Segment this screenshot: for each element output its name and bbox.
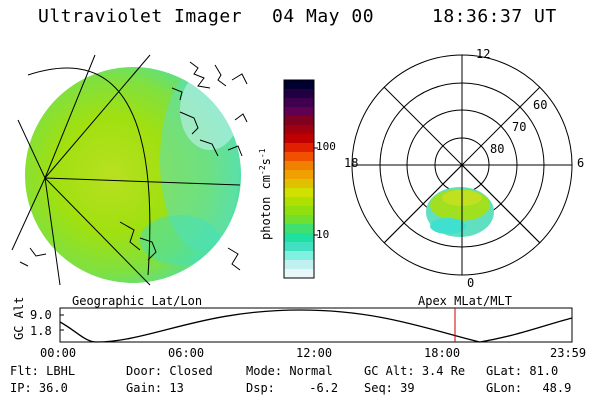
colorbar-swatch	[284, 224, 314, 234]
colorbar-swatch	[284, 269, 314, 279]
lat-label-60: 60	[533, 98, 548, 112]
colorbar-swatch	[284, 161, 314, 171]
info-ip: IP: 36.0	[10, 381, 68, 395]
colorbar-swatch	[284, 197, 314, 207]
mlt-label-0: 0	[467, 276, 475, 290]
x-tick-1800: 18:00	[424, 346, 461, 360]
colorbar-swatch	[284, 143, 314, 153]
mlt-label-18: 18	[344, 156, 359, 170]
colorbar-tick-10: 10	[316, 228, 330, 241]
colorbar-swatch	[284, 152, 314, 162]
colorbar-swatch	[284, 89, 314, 99]
geographic-caption: Geographic Lat/Lon	[72, 294, 203, 308]
altitude-y-1.8: 1.8	[30, 324, 52, 338]
date-label: 04 May 00	[272, 6, 375, 27]
colorbar-swatch	[284, 134, 314, 144]
info-gain: Gain: 13	[126, 381, 184, 395]
colorbar-swatch	[284, 188, 314, 198]
altitude-frame	[59, 307, 573, 343]
info-gcalt: GC Alt: 3.4 Re	[364, 364, 466, 378]
info-flt: Flt: LBHL	[10, 364, 76, 378]
colorbar-swatch	[284, 233, 314, 243]
mlt-label-12: 12	[476, 47, 491, 61]
info-door: Door: Closed	[126, 364, 213, 378]
coastlines	[19, 61, 248, 271]
apex-caption: Apex MLat/MLT	[418, 294, 512, 308]
colorbar	[283, 79, 315, 279]
colorbar-swatch	[284, 98, 314, 108]
x-tick-0600: 06:00	[168, 346, 205, 360]
colorbar-swatch	[284, 206, 314, 216]
info-glon: GLon: 48.9	[486, 381, 572, 395]
info-seq: Seq: 39	[364, 381, 415, 395]
colorbar-swatch	[284, 116, 314, 126]
colorbar-tick-100: 100	[316, 140, 336, 153]
x-tick-2359: 23:59	[550, 346, 587, 360]
colorbar-swatch	[284, 242, 314, 252]
lat-label-70: 70	[512, 120, 527, 134]
colorbar-swatch	[284, 260, 314, 270]
colorbar-swatch	[284, 251, 314, 261]
colorbar-swatch	[284, 215, 314, 225]
altitude-curve	[59, 309, 573, 343]
colorbar-swatch	[284, 125, 314, 135]
colorbar-frame	[283, 79, 315, 279]
info-dsp: Dsp: -6.2	[246, 381, 339, 395]
x-tick-1200: 12:00	[296, 346, 333, 360]
info-glat: GLat: 81.0	[486, 364, 559, 378]
time-label: 18:36:37 UT	[432, 6, 557, 27]
colorbar-swatch	[284, 170, 314, 180]
auroral-oval	[426, 187, 494, 237]
altitude-axis-title: GC Alt	[12, 296, 26, 340]
colorbar-swatch	[284, 179, 314, 189]
colorbar-swatch	[284, 80, 314, 90]
lat-label-80: 80	[490, 142, 505, 156]
mlt-label-6: 6	[577, 156, 585, 170]
instrument-title: Ultraviolet Imager	[38, 6, 243, 27]
info-mode: Mode: Normal	[246, 364, 333, 378]
lat-lon-grid	[11, 54, 241, 286]
colorbar-ticks	[314, 147, 318, 236]
altitude-y-9: 9.0	[30, 308, 52, 322]
x-tick-0000: 00:00	[40, 346, 77, 360]
colorbar-swatch	[284, 107, 314, 117]
